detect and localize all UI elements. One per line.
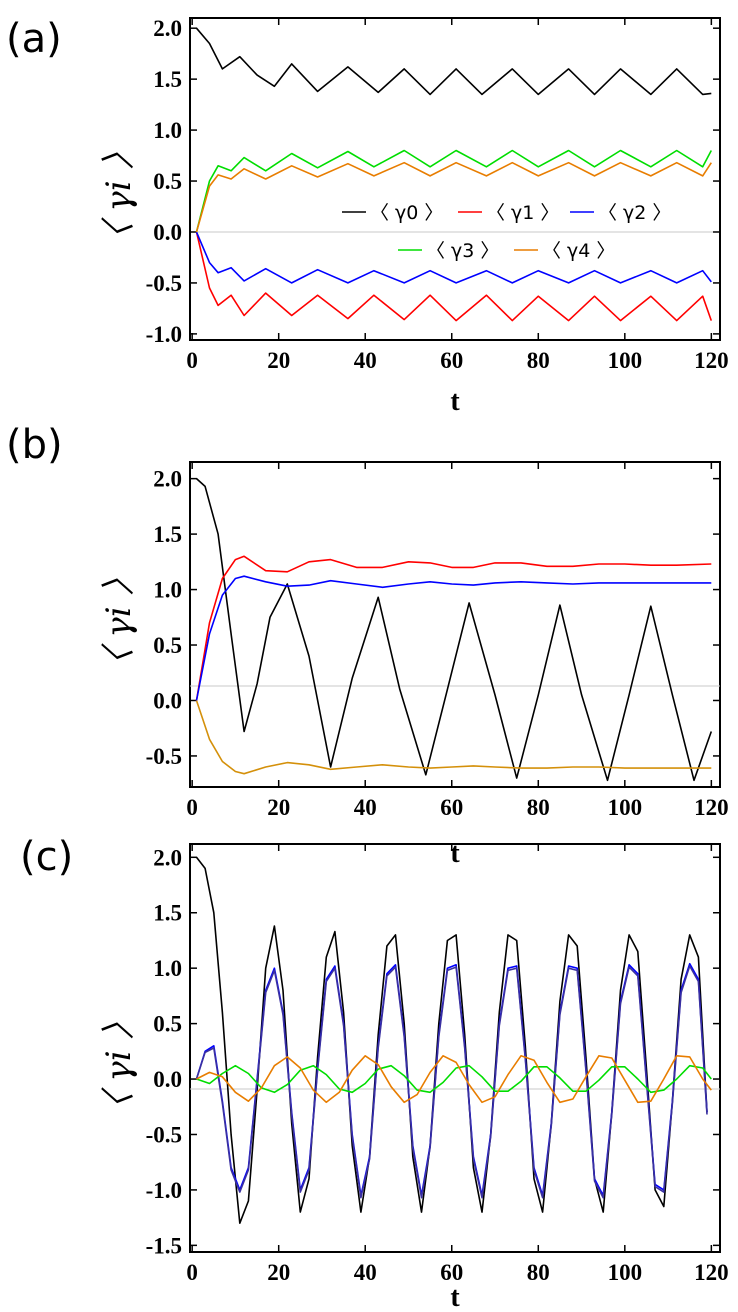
series-line-b-3 (195, 700, 712, 775)
xtick-label-c-4: 80 (527, 1260, 550, 1285)
series-line-a-4 (195, 161, 712, 233)
ytick-label-b-1: 1.5 (153, 522, 182, 547)
ytick-label-b-3: 0.5 (153, 633, 182, 658)
xtick-label-c-3: 60 (440, 1260, 463, 1285)
legend-item-gamma4: 〈 γ4 〉 (514, 240, 615, 262)
xtick-label-a-3: 60 (440, 348, 463, 373)
ytick-label-a-4: 0.0 (153, 220, 182, 245)
ytick-label-a-6: -1.0 (146, 322, 182, 347)
xtick-label-c-6: 120 (694, 1260, 729, 1285)
ticks-c: 0 20 40 60 80 100 120 2.0 1.5 1.0 0.5 0.0 -0.5 -1.0 -1… (146, 844, 729, 1285)
xtick-label-a-1: 20 (267, 348, 290, 373)
xtick-label-c-0: 0 (186, 1260, 198, 1285)
xlabel-c: t (450, 1282, 460, 1312)
legend-label-gamma4: 〈 γ4 〉 (542, 240, 615, 262)
xtick-label-b-1: 20 (267, 795, 290, 820)
xtick-label-b-5: 100 (608, 795, 643, 820)
plot-area-b: 0 20 40 60 80 100 120 2.0 1.5 1.0 0.5 0.0 -0.5 (146, 461, 729, 820)
plot-frame-c (189, 843, 721, 1253)
ytick-label-c-1: 1.5 (153, 901, 182, 926)
ytick-label-c-3: 0.5 (153, 1012, 182, 1037)
xtick-label-b-6: 120 (694, 795, 729, 820)
ylabel-b: 〈 γi 〉 (99, 562, 139, 683)
legend-label-gamma0: 〈 γ0 〉 (370, 202, 443, 224)
xtick-label-a-4: 80 (527, 348, 550, 373)
ytick-label-a-0: 2.0 (153, 16, 182, 41)
xtick-label-c-2: 40 (354, 1260, 377, 1285)
series-line-a-3 (195, 149, 713, 233)
series-line-b-0 (195, 478, 713, 782)
ytick-label-b-4: 0.0 (153, 688, 182, 713)
series-line-a-2 (195, 231, 712, 284)
panel-label-a: (a) (6, 16, 62, 62)
xlabel-b: t (450, 838, 460, 869)
panel-label-b: (b) (6, 422, 63, 468)
panel-b: (b) 〈 γi 〉 0 20 40 60 80 100 120 2.0 1.5 1.0 0.5 0.… (6, 422, 729, 869)
ytick-label-c-4: 0.0 (153, 1067, 182, 1092)
xtick-label-b-0: 0 (186, 795, 198, 820)
ylabel-c: 〈 γi 〉 (99, 1006, 139, 1127)
panel-c: (c) 〈 γi 〉 0 20 40 60 80 100 120 2.0 1.5 1.0 0.5 0.… (20, 834, 729, 1312)
xtick-label-b-4: 80 (527, 795, 550, 820)
ytick-label-a-3: 0.5 (153, 169, 182, 194)
series-a (195, 27, 713, 322)
series-line-a-0 (195, 27, 712, 96)
ticks-a: 0 20 40 60 80 100 120 2.0 1.5 1.0 0.5 0.0 -0.5 -1.0 (146, 16, 729, 373)
plot-frame-b (189, 461, 721, 788)
series-line-c-2 (195, 965, 708, 1199)
series-b (195, 478, 713, 782)
xtick-label-b-2: 40 (354, 795, 377, 820)
ytick-label-c-2: 1.0 (153, 956, 182, 981)
xtick-label-a-6: 120 (694, 348, 729, 373)
legend-item-gamma0: 〈 γ0 〉 (342, 202, 443, 224)
legend-a: 〈 γ0 〉 〈 γ1 〉 〈 γ2 〉 〈 γ3 〉 〈 γ4 〉 (342, 202, 671, 262)
series-line-c-1 (195, 962, 708, 1197)
xtick-label-a-2: 40 (354, 348, 377, 373)
ytick-label-a-5: -0.5 (146, 271, 182, 296)
series-line-c-3 (196, 1064, 712, 1094)
plot-area-a: 0 20 40 60 80 100 120 2.0 1.5 1.0 0.5 0.0 -0.5 -1.0 (146, 16, 729, 373)
ytick-label-a-1: 1.5 (153, 67, 182, 92)
series-line-b-1 (195, 555, 712, 701)
xtick-label-c-1: 20 (267, 1260, 290, 1285)
series-c (195, 856, 712, 1224)
ytick-label-c-6: -1.0 (146, 1178, 182, 1203)
legend-label-gamma1: 〈 γ1 〉 (486, 202, 559, 224)
plot-frame-a (189, 17, 721, 341)
series-line-b-2 (195, 575, 712, 701)
panel-a: (a) 〈 γi 〉 0 20 40 60 80 100 120 2.0 1.5 1.0 0.5 0.… (6, 16, 729, 417)
ylabel-a: 〈 γi 〉 (99, 136, 139, 257)
ticks-b: 0 20 40 60 80 100 120 2.0 1.5 1.0 0.5 0.0 -0.5 (146, 462, 729, 820)
legend-label-gamma3: 〈 γ3 〉 (426, 240, 499, 262)
ytick-label-b-2: 1.0 (153, 578, 182, 603)
ytick-label-b-0: 2.0 (153, 467, 182, 492)
xtick-label-a-5: 100 (608, 348, 643, 373)
ytick-label-a-2: 1.0 (153, 118, 182, 143)
series-line-a-1 (195, 231, 713, 322)
panel-label-c: (c) (20, 834, 73, 880)
ytick-label-c-7: -1.5 (146, 1233, 182, 1258)
legend-item-gamma2: 〈 γ2 〉 (570, 202, 671, 224)
xtick-label-a-0: 0 (186, 348, 198, 373)
xlabel-a: t (450, 386, 460, 417)
ytick-label-b-5: -0.5 (146, 744, 182, 769)
series-line-c-4 (196, 1055, 712, 1104)
xtick-label-c-5: 100 (608, 1260, 643, 1285)
xtick-label-b-3: 60 (440, 795, 463, 820)
series-line-c-0 (195, 856, 708, 1224)
ytick-label-c-5: -0.5 (146, 1122, 182, 1147)
plot-area-c: 0 20 40 60 80 100 120 2.0 1.5 1.0 0.5 0.0 -0.5 -1.0 -1… (146, 843, 729, 1285)
legend-item-gamma1: 〈 γ1 〉 (458, 202, 559, 224)
ytick-label-c-0: 2.0 (153, 845, 182, 870)
legend-label-gamma2: 〈 γ2 〉 (598, 202, 671, 224)
legend-item-gamma3: 〈 γ3 〉 (398, 240, 499, 262)
